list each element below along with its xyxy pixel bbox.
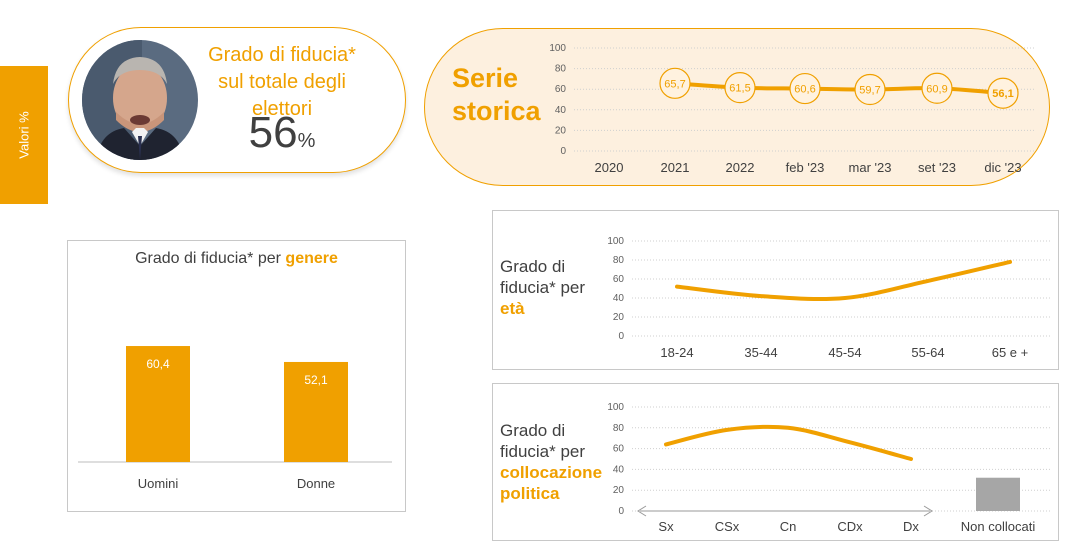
eta-ytick-label: 60 [613, 274, 625, 285]
politica-ytick-label: 60 [613, 444, 625, 455]
politica-ytick-label: 80 [613, 423, 625, 434]
politica-xtick-label: CSx [715, 519, 740, 534]
serie-point [854, 73, 886, 106]
politica-chart-title: Grado di fiducia* per collocazione polit… [500, 420, 602, 504]
politica-xtick-label: Dx [903, 519, 919, 534]
genere-xtick-label: Uomini [138, 476, 179, 491]
politica-title-line1: Grado di [500, 421, 566, 440]
politica-range-arrow-right-icon [923, 505, 933, 517]
genere-title-prefix: Grado di fiducia* per [135, 250, 281, 267]
eta-chart-box [492, 210, 1059, 370]
eta-ytick-label: 80 [613, 255, 625, 266]
kpi-value: 56% [204, 108, 360, 168]
serie-ytick-label: 20 [555, 125, 567, 136]
serie-data-label: 59,7 [859, 85, 880, 97]
serie-line [673, 81, 1005, 96]
eta-xtick-label: 18-24 [660, 345, 693, 360]
politica-extra-bar-label: Non collocati [961, 519, 1036, 534]
serie-xtick-label: 2021 [661, 160, 690, 175]
eta-ytick-label: 20 [613, 312, 625, 323]
serie-xtick-label: dic '23 [984, 160, 1021, 175]
portrait-image [82, 40, 198, 160]
politica-extra-bar [976, 477, 1020, 511]
serie-xtick-label: 2020 [595, 160, 624, 175]
kpi-number: 56 [248, 108, 298, 157]
serie-ytick-label: 80 [555, 64, 567, 75]
serie-data-label: 61,5 [729, 83, 750, 95]
serie-point [987, 77, 1019, 109]
politica-xtick-label: Cn [780, 519, 797, 534]
serie-title-text: Serie storica [452, 62, 541, 128]
politica-line [664, 424, 913, 461]
serie-data-label: 60,9 [926, 83, 947, 95]
genere-chart-title: Grado di fiducia* per genere [67, 250, 406, 268]
eta-ytick-label: 40 [613, 293, 625, 304]
politica-ytick-label: 40 [613, 464, 625, 475]
genere-title-highlight: genere [285, 250, 338, 267]
genere-data-label: 52,1 [304, 373, 328, 387]
genere-data-label: 60,4 [146, 357, 170, 371]
serie-xtick-label: set '23 [918, 160, 956, 175]
politica-title-line2: fiducia* per [500, 442, 586, 461]
serie-point [659, 67, 691, 99]
genere-xtick-label: Donne [297, 476, 335, 491]
politica-ytick-label: 0 [618, 506, 624, 517]
eta-line [675, 259, 1012, 302]
genere-bar [284, 361, 348, 462]
eta-xtick-label: 55-64 [911, 345, 944, 360]
serie-storica-card [424, 28, 1050, 186]
serie-ytick-label: 100 [549, 43, 566, 54]
genere-bar [126, 346, 190, 462]
serie-xtick-label: mar '23 [849, 160, 892, 175]
politica-ytick-label: 100 [607, 402, 624, 413]
politica-title-highlight-1: collocazione [500, 463, 603, 482]
serie-ytick-label: 40 [555, 105, 567, 116]
eta-ytick-label: 0 [618, 331, 624, 342]
kpi-title: Grado di fiducia* sul totale degli elett… [208, 44, 356, 120]
serie-xtick-label: 2022 [726, 160, 755, 175]
eta-xtick-label: 35-44 [744, 345, 777, 360]
serie-title-word: storica [452, 96, 541, 126]
serie-xtick-label: feb '23 [786, 160, 825, 175]
serie-title-word: Serie [452, 63, 519, 93]
eta-xtick-label: 45-54 [828, 345, 861, 360]
serie-point [724, 72, 756, 104]
portrait-photo [82, 40, 198, 160]
eta-title-highlight: età [500, 299, 525, 318]
side-tab: Valori % [0, 66, 48, 204]
serie-data-label: 65,7 [664, 78, 685, 90]
politica-range-arrow-left-icon [637, 505, 647, 517]
politica-chart-box [492, 383, 1059, 541]
serie-ytick-label: 60 [555, 84, 567, 95]
serie-ytick-label: 0 [560, 146, 566, 157]
politica-ytick-label: 20 [613, 485, 625, 496]
genere-chart-box [67, 240, 406, 512]
eta-ytick-label: 100 [607, 236, 624, 247]
eta-title-line2: fiducia* per [500, 278, 586, 297]
kpi-unit: % [297, 130, 316, 152]
serie-point [921, 72, 953, 104]
politica-xtick-label: CDx [837, 519, 863, 534]
eta-chart-title: Grado di fiducia* per età [500, 256, 585, 319]
politica-title-highlight-2: politica [500, 484, 560, 503]
politica-xtick-label: Sx [658, 519, 674, 534]
serie-point [789, 72, 821, 105]
eta-title-line1: Grado di [500, 257, 566, 276]
serie-storica-title: Serie storica [452, 62, 541, 128]
serie-data-label: 60,6 [794, 84, 815, 96]
eta-xtick-label: 65 e + [992, 345, 1029, 360]
serie-data-label: 56,1 [992, 88, 1013, 100]
